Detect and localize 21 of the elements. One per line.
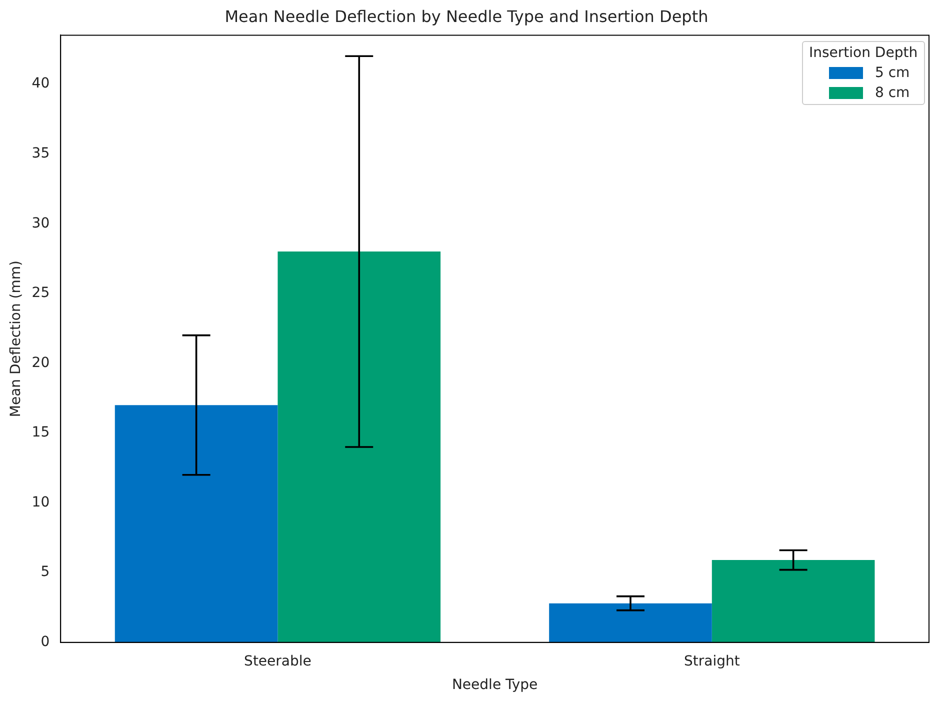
y-tick-label: 15 — [32, 424, 50, 441]
y-tick-label: 20 — [32, 354, 50, 371]
y-tick-label: 10 — [32, 494, 50, 510]
x-tick-label: Steerable — [244, 653, 312, 670]
bar — [278, 252, 441, 642]
legend-title: Insertion Depth — [809, 45, 918, 62]
chart-title: Mean Needle Deflection by Needle Type and Insertion Depth — [224, 6, 708, 26]
x-tick-label: Straight — [684, 653, 740, 670]
legend-label: 5 cm — [875, 65, 910, 82]
y-tick-label: 25 — [32, 285, 50, 302]
bar — [114, 405, 278, 642]
x-axis-title: Needle Type — [452, 677, 538, 694]
y-tick-label: 40 — [32, 76, 50, 92]
y-axis-title: Mean Deflection (mm) — [8, 260, 24, 418]
y-tick-label: 5 — [40, 564, 50, 580]
bar — [549, 603, 712, 642]
y-tick-label: 30 — [32, 215, 50, 232]
y-tick-label: 0 — [40, 634, 50, 650]
bar — [712, 560, 875, 642]
y-tick-label: 35 — [32, 145, 50, 162]
legend-label: 8 cm — [875, 85, 910, 102]
